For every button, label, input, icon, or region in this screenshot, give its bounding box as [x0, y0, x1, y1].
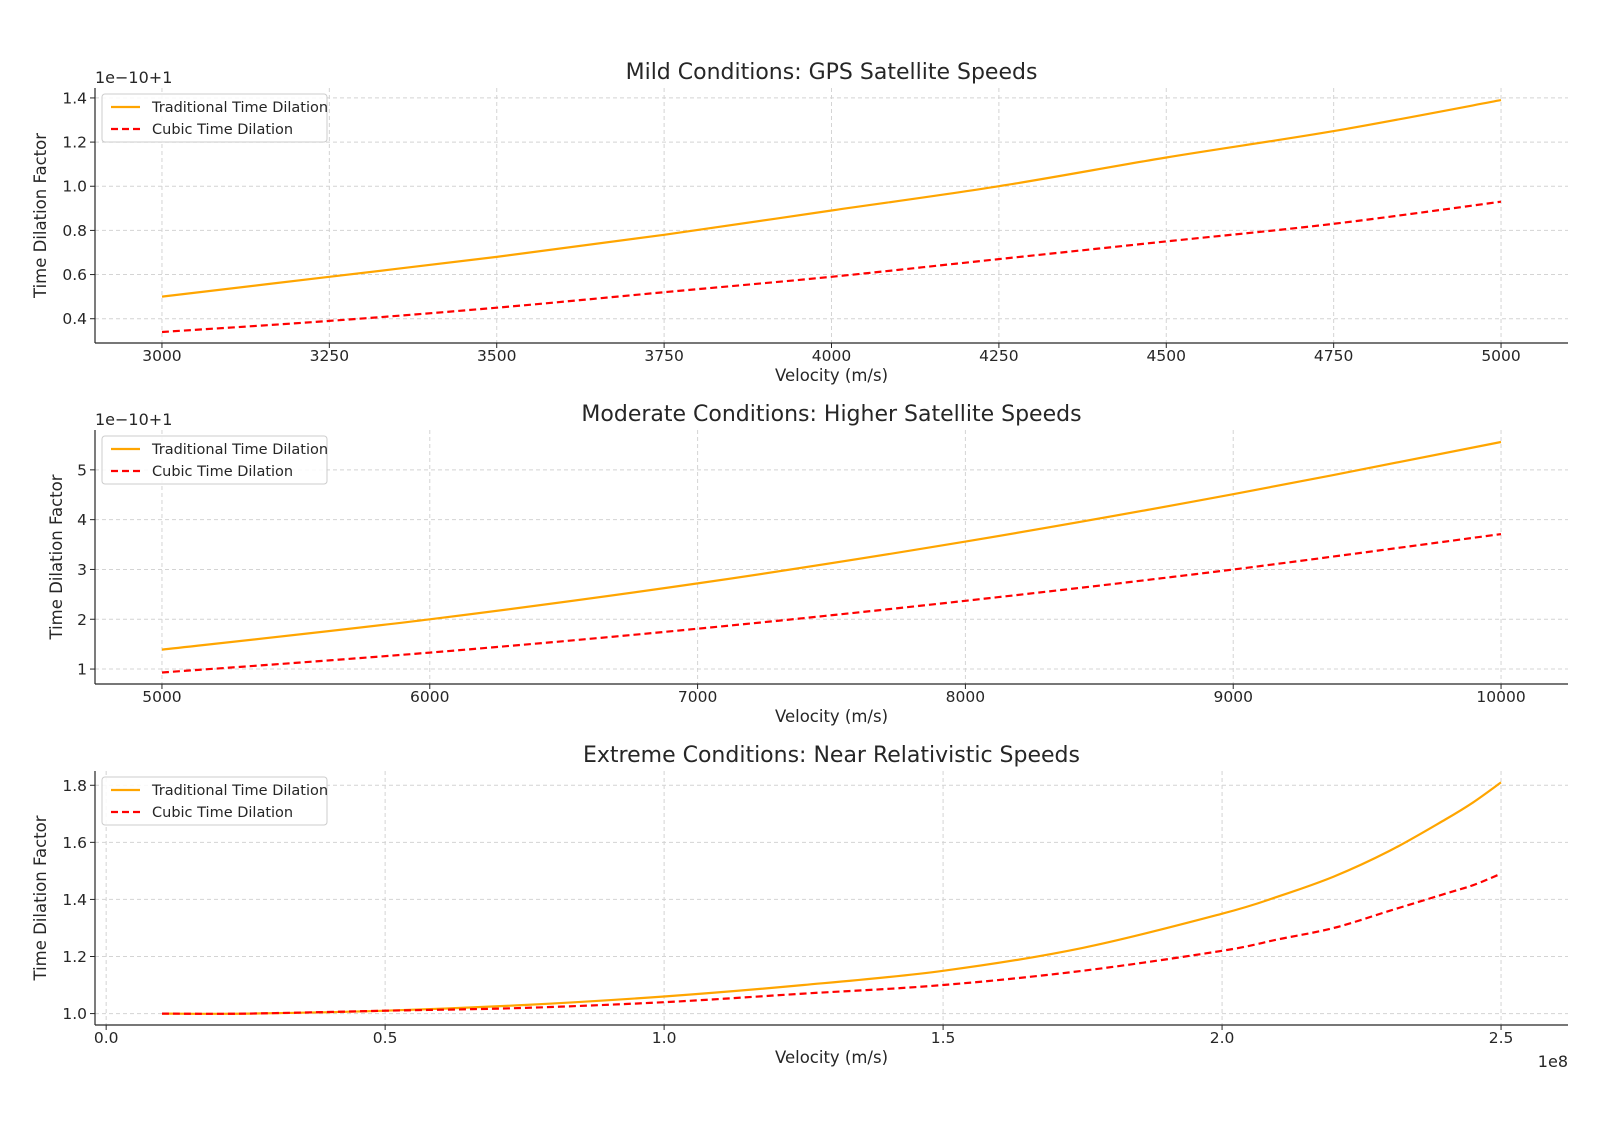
y-tick-label: 1: [77, 661, 87, 679]
y-tick-label: 3: [77, 561, 87, 579]
legend-label: Cubic Time Dilation: [152, 805, 293, 821]
x-tick-label: 4750: [1314, 347, 1353, 365]
y-tick-label: 5: [77, 461, 87, 479]
legend-box: [101, 776, 328, 826]
legend-label: Cubic Time Dilation: [152, 464, 293, 480]
x-tick-label: 4000: [812, 347, 851, 365]
y-tick-label: 1.4: [62, 89, 87, 107]
gridlines: [95, 771, 1568, 1025]
x-tick-label: 2.0: [1210, 1029, 1235, 1047]
series-line-cubic: [161, 872, 1502, 1015]
y-tick-label: 0.8: [62, 222, 87, 240]
x-tick-label: 1.5: [931, 1029, 956, 1047]
legend-label: Cubic Time Dilation: [152, 122, 293, 138]
x-axis-label: Velocity (m/s): [775, 366, 888, 385]
legend-box: [101, 435, 328, 485]
legend: Traditional Time Dilation Cubic Time Dila…: [101, 435, 328, 485]
subplot-1: 3000 3250 3500 3750 4000 4250 4500 4750 5000 0.4 0…: [31, 60, 1568, 385]
x-axis-label: Velocity (m/s): [775, 707, 888, 726]
y-tick-label: 2: [77, 611, 87, 629]
x-tick-label: 9000: [1214, 688, 1253, 706]
y-tick-label: 1.0: [62, 1005, 87, 1023]
chart-title: Moderate Conditions: Higher Satellite Sp…: [581, 402, 1081, 427]
y-axis-label: Time Dilation Factor: [31, 133, 50, 299]
x-tick-label: 3750: [644, 347, 683, 365]
x-tick-label: 5000: [142, 688, 181, 706]
series-line-traditional: [161, 99, 1502, 298]
legend-label: Traditional Time Dilation: [151, 783, 328, 799]
y-tick-label: 1.0: [62, 178, 87, 196]
y-tick-label: 0.6: [62, 266, 87, 284]
subplot-3: 0.0 0.5 1.0 1.5 2.0 2.5 1.0 1.2 1.4 1.6 1.8 Extreme…: [31, 743, 1568, 1071]
y-axis-label: Time Dilation Factor: [31, 815, 50, 981]
x-tick-label: 0.0: [94, 1029, 119, 1047]
legend-label: Traditional Time Dilation: [151, 100, 328, 116]
x-tick-label: 4250: [979, 347, 1018, 365]
y-tick-label: 1.8: [62, 777, 87, 795]
x-tick-label: 5000: [1481, 347, 1520, 365]
legend: Traditional Time Dilation Cubic Time Dila…: [101, 776, 328, 826]
x-tick-label: 7000: [678, 688, 717, 706]
y-tick-label: 0.4: [62, 310, 87, 328]
y-axis-label: Time Dilation Factor: [47, 474, 66, 640]
x-tick-label: 6000: [410, 688, 449, 706]
series-line-cubic: [161, 533, 1502, 674]
x-tick-label: 1.0: [652, 1029, 677, 1047]
subplot-2: 5000 6000 7000 8000 9000 10000 1 2 3 4 5 Moderate C…: [47, 402, 1568, 726]
x-offset-text: 1e8: [1538, 1052, 1568, 1071]
y-tick-label: 1.2: [62, 948, 87, 966]
x-tick-label: 0.5: [373, 1029, 398, 1047]
x-tick-label: 3250: [310, 347, 349, 365]
series-line-traditional: [161, 781, 1502, 1015]
y-tick-label: 4: [77, 511, 87, 529]
legend-box: [101, 93, 328, 143]
series-line-traditional: [161, 440, 1502, 651]
y-offset-text: 1e−10+1: [95, 68, 172, 87]
y-offset-text: 1e−10+1: [95, 410, 172, 429]
x-tick-label: 2.5: [1489, 1029, 1514, 1047]
x-tick-label: 8000: [946, 688, 985, 706]
y-tick-label: 1.2: [62, 134, 87, 152]
x-tick-label: 3000: [142, 347, 181, 365]
series-line-cubic: [161, 200, 1502, 334]
y-tick-label: 1.6: [62, 834, 87, 852]
legend-label: Traditional Time Dilation: [151, 442, 328, 458]
chart-title: Extreme Conditions: Near Relativistic Sp…: [583, 743, 1080, 768]
x-tick-label: 4500: [1147, 347, 1186, 365]
x-tick-label: 3500: [477, 347, 516, 365]
legend: Traditional Time Dilation Cubic Time Dila…: [101, 93, 328, 143]
y-tick-label: 1.4: [62, 891, 87, 909]
chart-title: Mild Conditions: GPS Satellite Speeds: [626, 60, 1038, 85]
x-tick-label: 10000: [1476, 688, 1525, 706]
x-axis-label: Velocity (m/s): [775, 1048, 888, 1067]
